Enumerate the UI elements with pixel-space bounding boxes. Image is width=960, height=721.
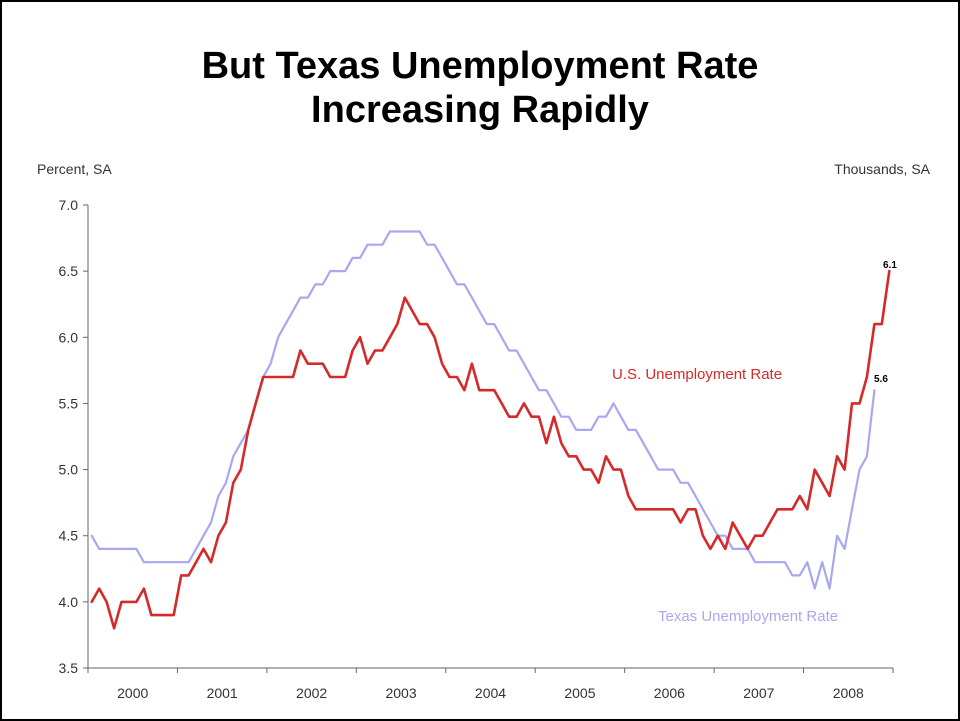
chart-title-line-1: But Texas Unemployment Rate: [201, 45, 759, 87]
x-tick-label: 2000: [117, 685, 148, 701]
x-tick-label: 2003: [385, 685, 416, 701]
chart-title: But Texas Unemployment Rate Increasing R…: [0, 44, 960, 132]
y-tick-label: 5.0: [59, 462, 79, 478]
y-tick-label: 3.5: [59, 660, 79, 676]
left-axis-unit-label: Percent, SA: [37, 161, 112, 177]
texas-series-label: Texas Unemployment Rate: [658, 608, 838, 625]
texas-end-value-label: 5.6: [874, 374, 888, 385]
x-tick-label: 2008: [833, 685, 864, 701]
y-tick-label: 6.5: [59, 263, 79, 279]
y-tick-label: 7.0: [59, 197, 79, 213]
chart-title-line-2: Increasing Rapidly: [311, 89, 649, 131]
x-tick-label: 2005: [564, 685, 595, 701]
us-end-value-label: 6.1: [883, 260, 897, 271]
x-tick-label: 2007: [743, 685, 774, 701]
x-tick-label: 2001: [207, 685, 238, 701]
y-tick-label: 4.5: [59, 528, 79, 544]
y-tick-label: 5.5: [59, 395, 79, 411]
x-tick-label: 2006: [654, 685, 685, 701]
y-tick-label: 4.0: [59, 594, 79, 610]
axes: 7.0 6.5 6.0 5.5 5.0 4.5 4.0 3.5 2000 2001 2002 2003…: [59, 197, 894, 701]
series-lines: [90, 230, 891, 630]
us-unemployment-line: [90, 269, 891, 630]
us-series-label: U.S. Unemployment Rate: [612, 366, 782, 383]
y-tick-label: 6.0: [59, 329, 79, 345]
right-axis-unit-label: Thousands, SA: [834, 161, 930, 177]
x-tick-label: 2002: [296, 685, 327, 701]
texas-unemployment-line: [90, 230, 876, 590]
x-tick-label: 2004: [475, 685, 506, 701]
series-labels: U.S. Unemployment Rate Texas Unemployment…: [612, 260, 897, 625]
